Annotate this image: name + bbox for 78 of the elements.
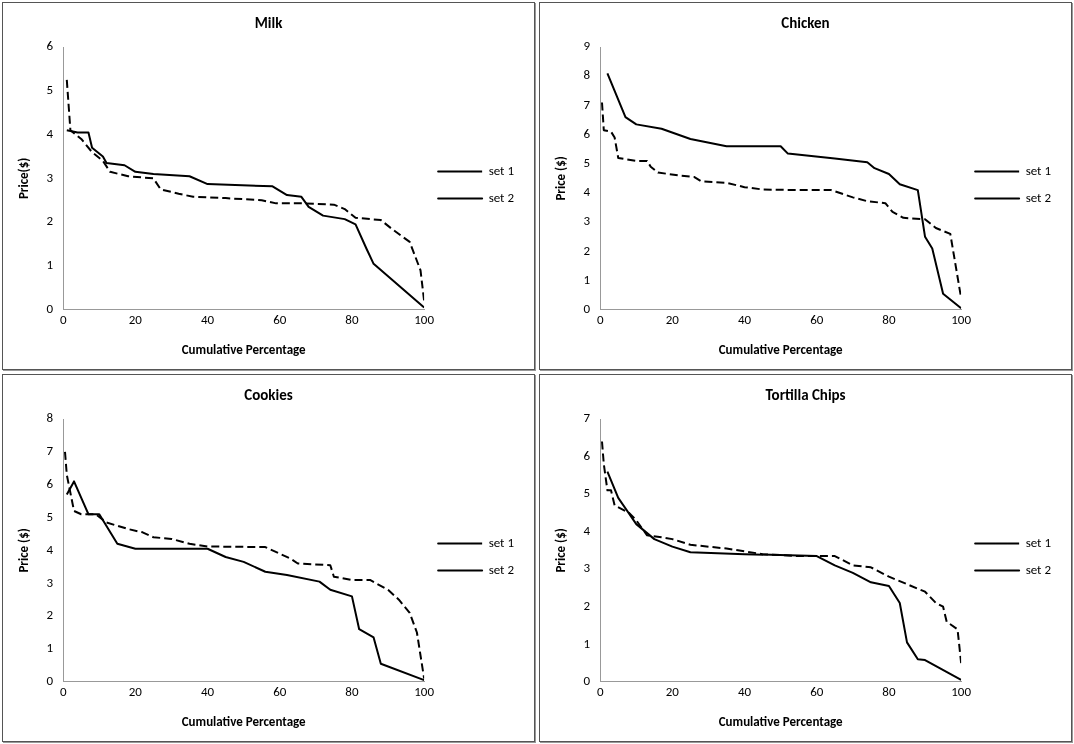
y-tick-label: 2 [46,213,54,229]
y-tick-label: 6 [583,447,591,463]
y-tick-label: 6 [46,475,54,491]
y-tick-label: 9 [583,38,591,54]
x-tick-label: 60 [273,683,287,699]
y-axis-title: Price ($) [553,156,569,201]
y-tick-label: 5 [583,155,591,171]
legend-label: set 2 [1025,189,1052,205]
chart-title: Cookies [244,385,293,404]
x-axis-title: Cumulative Percentage [181,714,307,730]
x-tick-label: 60 [273,311,287,327]
x-tick-label: 40 [737,311,752,327]
x-tick-label: 80 [882,311,896,327]
y-tick-label: 5 [46,82,54,98]
y-tick-label: 3 [583,213,591,229]
y-tick-label: 1 [46,640,54,656]
chart-title: Tortilla Chips [765,385,846,404]
y-tick-label: 4 [583,522,591,538]
x-tick-label: 20 [665,311,680,327]
y-axis-title: Price($) [16,157,32,200]
x-axis-title: Cumulative Percentage [181,342,307,358]
x-axis-title: Cumulative Percentage [718,342,844,358]
y-tick-label: 4 [46,541,54,557]
y-tick-label: 7 [46,443,54,459]
x-tick-label: 80 [345,683,359,699]
x-tick-label: 20 [128,683,143,699]
y-tick-label: 4 [46,125,54,141]
x-tick-label: 100 [414,683,435,699]
y-tick-label: 3 [46,169,54,185]
x-axis-title: Cumulative Percentage [718,714,844,730]
legend-label: set 1 [488,162,515,178]
y-tick-label: 0 [583,301,591,317]
y-tick-label: 7 [583,96,591,112]
y-tick-label: 8 [46,410,54,426]
chart-title: Chicken [781,13,830,32]
x-tick-label: 60 [810,311,824,327]
x-tick-label: 80 [882,683,896,699]
legend-label: set 2 [1025,561,1052,577]
y-tick-label: 7 [583,410,591,426]
y-tick-label: 1 [583,635,591,651]
y-tick-label: 4 [583,184,591,200]
y-tick-label: 0 [46,301,54,317]
legend-label: set 1 [1025,534,1052,550]
x-tick-label: 20 [128,311,143,327]
x-tick-label: 20 [665,683,680,699]
x-tick-label: 40 [737,683,752,699]
legend-label: set 2 [488,189,515,205]
y-tick-label: 2 [46,607,54,623]
y-tick-label: 3 [46,574,54,590]
x-tick-label: 0 [59,683,67,699]
x-tick-label: 0 [596,683,604,699]
x-tick-label: 0 [59,311,67,327]
legend-label: set 1 [488,534,515,550]
x-tick-label: 40 [200,683,215,699]
chart-title: Milk [254,13,284,32]
y-tick-label: 6 [46,38,54,54]
y-axis-title: Price ($) [16,528,32,573]
x-tick-label: 0 [596,311,604,327]
y-axis-title: Price ($) [553,528,569,573]
y-tick-label: 2 [583,597,591,613]
y-tick-label: 5 [583,485,591,501]
y-tick-label: 3 [583,560,591,576]
y-tick-label: 2 [583,242,591,258]
x-tick-label: 100 [951,311,972,327]
x-tick-label: 100 [414,311,435,327]
legend-label: set 2 [488,561,515,577]
x-tick-label: 100 [951,683,972,699]
y-tick-label: 5 [46,508,54,524]
y-tick-label: 1 [583,271,591,287]
y-tick-label: 0 [583,673,591,689]
x-tick-label: 80 [345,311,359,327]
y-tick-label: 1 [46,257,54,273]
y-tick-label: 6 [583,125,591,141]
y-tick-label: 0 [46,673,54,689]
y-tick-label: 8 [583,67,591,83]
legend-label: set 1 [1025,162,1052,178]
x-tick-label: 40 [200,311,215,327]
x-tick-label: 60 [810,683,824,699]
